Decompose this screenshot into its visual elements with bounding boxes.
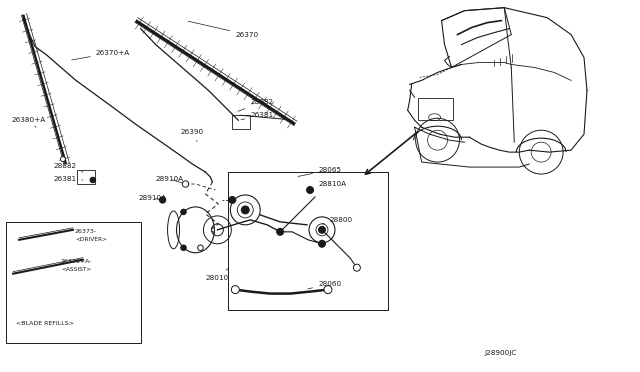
Text: 28065: 28065 bbox=[298, 167, 341, 176]
Text: 26381: 26381 bbox=[241, 112, 273, 120]
Text: 28882: 28882 bbox=[53, 163, 83, 172]
Text: <DRIVER>: <DRIVER> bbox=[75, 237, 107, 242]
Circle shape bbox=[231, 286, 239, 294]
Circle shape bbox=[324, 286, 332, 294]
Circle shape bbox=[319, 240, 326, 247]
Bar bbox=[6, 222, 141, 343]
Text: 26380+A: 26380+A bbox=[11, 117, 45, 127]
Text: 26373-: 26373- bbox=[75, 229, 97, 234]
Text: 26390: 26390 bbox=[180, 129, 204, 142]
Circle shape bbox=[90, 177, 95, 183]
Text: 28810A: 28810A bbox=[310, 181, 346, 190]
Circle shape bbox=[229, 196, 236, 203]
Circle shape bbox=[60, 157, 65, 161]
Circle shape bbox=[276, 228, 284, 235]
Text: 28882: 28882 bbox=[238, 99, 273, 111]
Circle shape bbox=[182, 181, 189, 187]
Circle shape bbox=[241, 206, 249, 214]
Circle shape bbox=[307, 186, 314, 193]
Text: J28900JC: J28900JC bbox=[484, 350, 516, 356]
Bar bbox=[77, 170, 95, 184]
Text: <BLADE REFILLS>: <BLADE REFILLS> bbox=[16, 321, 74, 326]
Bar bbox=[232, 115, 250, 129]
Circle shape bbox=[180, 209, 186, 215]
Text: 28800: 28800 bbox=[322, 217, 353, 224]
Text: 28910A: 28910A bbox=[139, 195, 167, 201]
Circle shape bbox=[198, 245, 204, 251]
Bar bbox=[418, 98, 452, 120]
Circle shape bbox=[319, 226, 326, 233]
Text: 28010: 28010 bbox=[205, 269, 228, 280]
Bar bbox=[228, 172, 388, 310]
Text: <ASSIST>: <ASSIST> bbox=[61, 267, 92, 272]
Circle shape bbox=[353, 264, 360, 271]
Circle shape bbox=[180, 245, 186, 251]
Text: 26373+A-: 26373+A- bbox=[61, 259, 92, 264]
Text: 26370: 26370 bbox=[188, 21, 259, 38]
Circle shape bbox=[159, 197, 166, 203]
Text: 28910A: 28910A bbox=[156, 176, 184, 183]
Text: 28060: 28060 bbox=[308, 280, 341, 289]
Text: 26381: 26381 bbox=[53, 176, 83, 182]
Text: 26370+A: 26370+A bbox=[72, 49, 130, 60]
